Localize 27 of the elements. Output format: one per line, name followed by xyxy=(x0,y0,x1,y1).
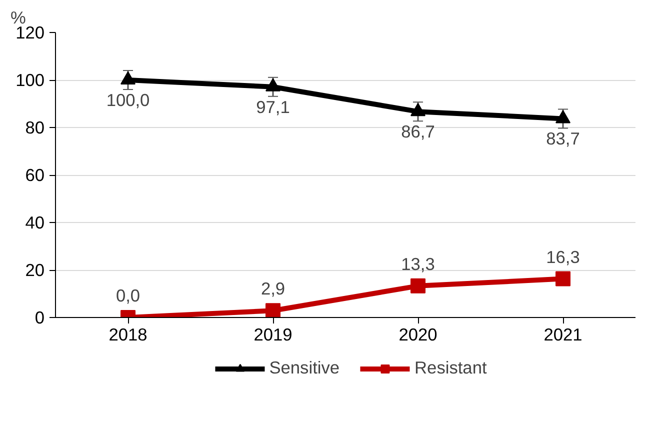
x-tick-label: 2018 xyxy=(108,324,148,344)
point xyxy=(556,271,570,286)
legend-label: Sensitive xyxy=(269,358,340,378)
y-tick-label: 60 xyxy=(25,165,45,185)
point xyxy=(410,278,426,294)
x-tick-label: 2021 xyxy=(544,324,582,344)
point xyxy=(556,110,570,124)
data-label: 0,0 xyxy=(116,286,140,306)
data-label: 86,7 xyxy=(401,122,435,142)
data-label: 83,7 xyxy=(546,128,580,149)
data-label: 2,9 xyxy=(260,278,286,299)
point xyxy=(266,303,280,318)
point xyxy=(266,78,280,92)
y-tick-label: 40 xyxy=(25,212,45,232)
y-tick-label: 80 xyxy=(25,118,45,138)
data-label: 97,1 xyxy=(256,96,290,117)
y-tick-label: 0 xyxy=(34,308,45,328)
y-tick-label: 20 xyxy=(25,260,45,280)
data-label: 100,0 xyxy=(106,90,150,110)
data-label: 13,3 xyxy=(401,254,435,274)
data-label: 16,3 xyxy=(546,246,580,267)
point xyxy=(410,103,426,116)
x-tick-label: 2020 xyxy=(398,324,438,344)
legend-label: Resistant xyxy=(414,358,487,378)
y-tick-label: 100 xyxy=(16,70,45,90)
point xyxy=(120,71,136,85)
x-tick-label: 2019 xyxy=(254,324,292,344)
